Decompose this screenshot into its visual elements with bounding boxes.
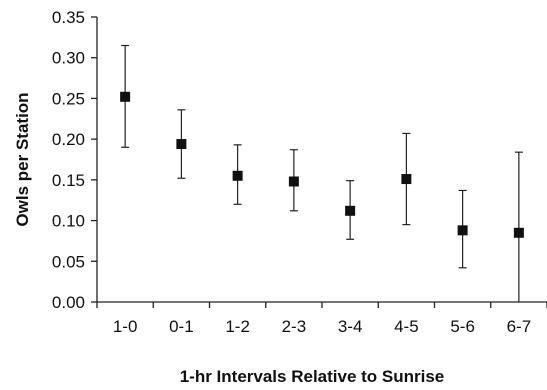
x-tick-label: 4-5 — [394, 317, 419, 336]
x-ticks: 1-0 0-1 1-2 2-3 3-4 4-5 5-6 6-7 — [96, 302, 547, 336]
y-axis-title: Owls per Station — [13, 92, 32, 226]
data-point — [288, 176, 299, 187]
data-point — [232, 170, 243, 181]
y-tick-label: 0.35 — [52, 8, 85, 27]
data-markers — [120, 91, 524, 238]
data-point — [401, 174, 412, 185]
y-tick-label: 0.25 — [52, 89, 85, 108]
data-point — [513, 227, 524, 238]
axes — [96, 17, 547, 303]
y-tick-label: 0.05 — [52, 252, 85, 271]
x-tick-label: 2-3 — [282, 317, 307, 336]
error-bars — [121, 44, 523, 302]
data-point — [176, 139, 187, 150]
x-tick-label: 1-2 — [225, 317, 250, 336]
y-tick-label: 0.15 — [52, 171, 85, 190]
data-point — [345, 205, 356, 216]
data-point — [120, 91, 131, 102]
y-tick-label: 0.20 — [52, 130, 85, 149]
x-tick-label: 6-7 — [507, 317, 532, 336]
x-axis-title: 1-hr Intervals Relative to Sunrise — [180, 367, 445, 386]
x-tick-label: 1-0 — [113, 317, 138, 336]
x-tick-label: 3-4 — [338, 317, 363, 336]
data-point — [457, 225, 468, 236]
y-ticks: 0.00 0.05 0.10 0.15 0.20 0.25 0.30 0.35 — [52, 8, 97, 312]
x-tick-label: 5-6 — [450, 317, 475, 336]
x-tick-label: 0-1 — [169, 317, 194, 336]
y-tick-label: 0.30 — [52, 49, 85, 68]
y-tick-label: 0.10 — [52, 212, 85, 231]
y-tick-label: 0.00 — [52, 293, 85, 312]
